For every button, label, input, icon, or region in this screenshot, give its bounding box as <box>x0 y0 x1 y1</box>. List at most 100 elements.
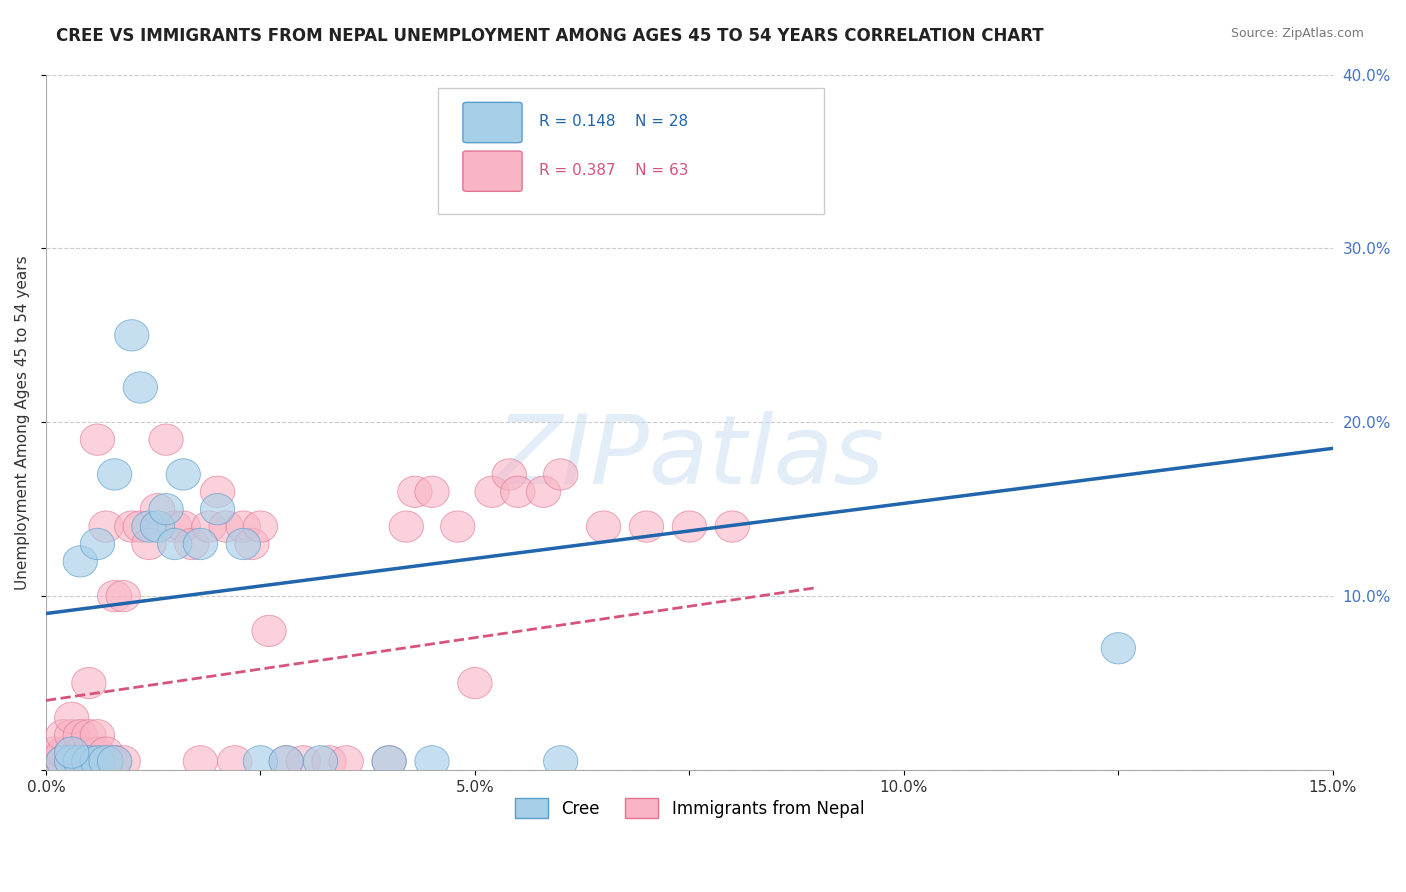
Ellipse shape <box>201 493 235 524</box>
Ellipse shape <box>80 737 115 768</box>
Ellipse shape <box>166 458 201 490</box>
Ellipse shape <box>97 746 132 777</box>
Ellipse shape <box>492 458 526 490</box>
Ellipse shape <box>124 372 157 403</box>
Ellipse shape <box>63 746 97 777</box>
Ellipse shape <box>46 746 80 777</box>
Text: R = 0.148    N = 28: R = 0.148 N = 28 <box>538 114 688 129</box>
Ellipse shape <box>269 746 304 777</box>
Ellipse shape <box>149 424 183 455</box>
Text: R = 0.387    N = 63: R = 0.387 N = 63 <box>538 163 689 178</box>
Ellipse shape <box>63 720 97 751</box>
Ellipse shape <box>269 746 304 777</box>
Ellipse shape <box>124 511 157 542</box>
Ellipse shape <box>55 737 89 768</box>
Ellipse shape <box>287 746 321 777</box>
Text: CREE VS IMMIGRANTS FROM NEPAL UNEMPLOYMENT AMONG AGES 45 TO 54 YEARS CORRELATION: CREE VS IMMIGRANTS FROM NEPAL UNEMPLOYME… <box>56 27 1043 45</box>
Ellipse shape <box>89 746 124 777</box>
Ellipse shape <box>80 746 115 777</box>
Ellipse shape <box>226 528 260 559</box>
Ellipse shape <box>716 511 749 542</box>
Ellipse shape <box>89 746 124 777</box>
Ellipse shape <box>440 511 475 542</box>
FancyBboxPatch shape <box>463 103 522 143</box>
Ellipse shape <box>209 511 243 542</box>
Ellipse shape <box>329 746 363 777</box>
Ellipse shape <box>166 511 201 542</box>
Ellipse shape <box>72 667 105 698</box>
Ellipse shape <box>157 528 191 559</box>
Ellipse shape <box>304 746 337 777</box>
Ellipse shape <box>226 511 260 542</box>
Ellipse shape <box>80 746 115 777</box>
Ellipse shape <box>389 511 423 542</box>
Ellipse shape <box>46 737 80 768</box>
Ellipse shape <box>141 493 174 524</box>
Ellipse shape <box>252 615 287 647</box>
Ellipse shape <box>105 581 141 612</box>
Ellipse shape <box>243 746 277 777</box>
Ellipse shape <box>183 528 218 559</box>
Ellipse shape <box>97 581 132 612</box>
Ellipse shape <box>149 493 183 524</box>
Ellipse shape <box>115 319 149 351</box>
Ellipse shape <box>132 528 166 559</box>
Ellipse shape <box>55 720 89 751</box>
Text: ZIPatlas: ZIPatlas <box>495 410 884 503</box>
Ellipse shape <box>672 511 707 542</box>
Ellipse shape <box>105 746 141 777</box>
Ellipse shape <box>72 746 105 777</box>
Ellipse shape <box>157 511 191 542</box>
Ellipse shape <box>132 511 166 542</box>
Ellipse shape <box>475 476 509 508</box>
FancyBboxPatch shape <box>439 88 824 213</box>
Ellipse shape <box>55 702 89 733</box>
Ellipse shape <box>97 746 132 777</box>
Ellipse shape <box>398 476 432 508</box>
Ellipse shape <box>55 746 89 777</box>
Ellipse shape <box>72 737 105 768</box>
Ellipse shape <box>80 528 115 559</box>
Ellipse shape <box>115 511 149 542</box>
Ellipse shape <box>544 746 578 777</box>
Ellipse shape <box>46 720 80 751</box>
Legend: Cree, Immigrants from Nepal: Cree, Immigrants from Nepal <box>508 792 870 824</box>
Ellipse shape <box>89 737 124 768</box>
Ellipse shape <box>312 746 346 777</box>
Ellipse shape <box>415 476 449 508</box>
Y-axis label: Unemployment Among Ages 45 to 54 years: Unemployment Among Ages 45 to 54 years <box>15 255 30 590</box>
FancyBboxPatch shape <box>463 151 522 192</box>
Ellipse shape <box>458 667 492 698</box>
Ellipse shape <box>97 458 132 490</box>
Ellipse shape <box>501 476 534 508</box>
Ellipse shape <box>63 737 97 768</box>
Ellipse shape <box>218 746 252 777</box>
Ellipse shape <box>586 511 620 542</box>
Ellipse shape <box>373 746 406 777</box>
Ellipse shape <box>201 476 235 508</box>
Ellipse shape <box>415 746 449 777</box>
Ellipse shape <box>544 458 578 490</box>
Ellipse shape <box>63 546 97 577</box>
Ellipse shape <box>243 511 277 542</box>
Ellipse shape <box>55 746 89 777</box>
Ellipse shape <box>63 746 97 777</box>
Ellipse shape <box>46 746 80 777</box>
Ellipse shape <box>373 746 406 777</box>
Ellipse shape <box>80 720 115 751</box>
Ellipse shape <box>174 528 209 559</box>
Ellipse shape <box>55 737 89 768</box>
Ellipse shape <box>72 720 105 751</box>
Text: Source: ZipAtlas.com: Source: ZipAtlas.com <box>1230 27 1364 40</box>
Ellipse shape <box>191 511 226 542</box>
Ellipse shape <box>141 511 174 542</box>
Ellipse shape <box>235 528 269 559</box>
Ellipse shape <box>38 746 72 777</box>
Ellipse shape <box>526 476 561 508</box>
Ellipse shape <box>183 746 218 777</box>
Ellipse shape <box>80 424 115 455</box>
Ellipse shape <box>72 746 105 777</box>
Ellipse shape <box>1101 632 1136 664</box>
Ellipse shape <box>38 737 72 768</box>
Ellipse shape <box>630 511 664 542</box>
